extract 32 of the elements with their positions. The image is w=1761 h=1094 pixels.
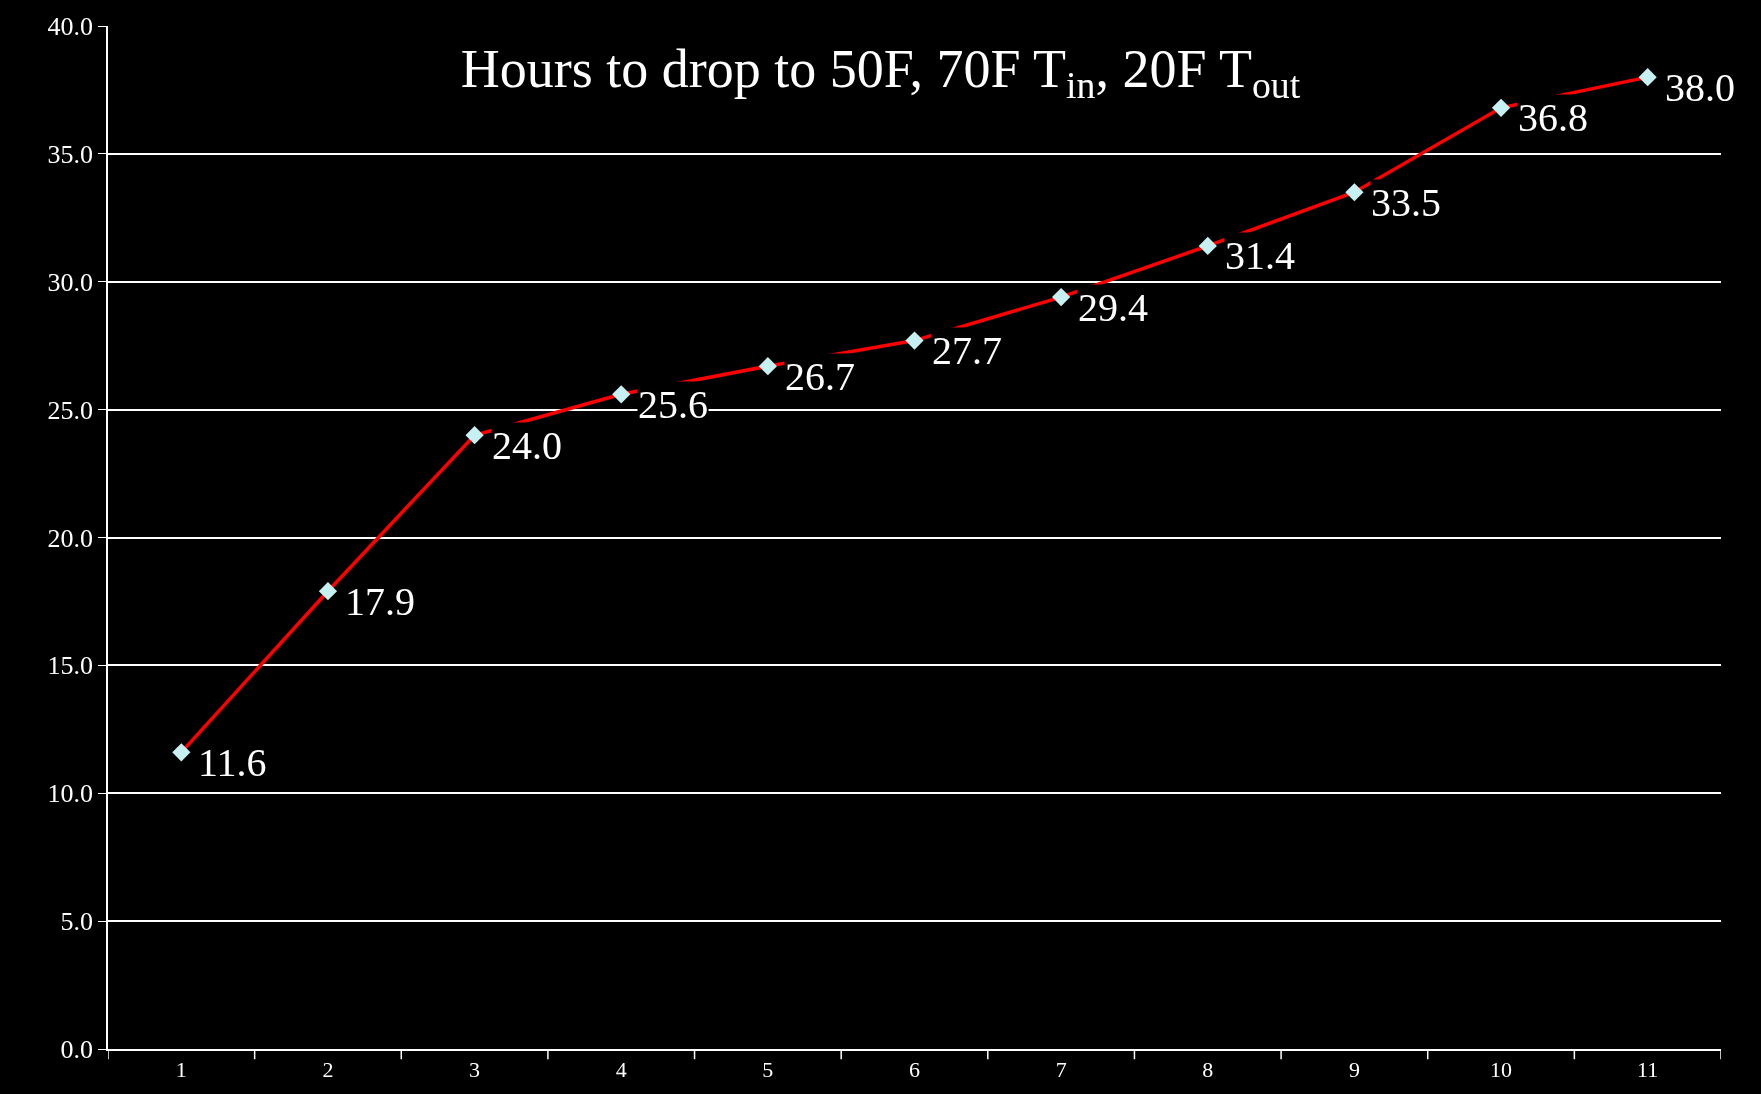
data-label: 17.9 xyxy=(345,579,415,624)
x-tick-label: 6 xyxy=(909,1057,920,1083)
x-tick-label: 2 xyxy=(322,1057,334,1083)
y-tick-label: 25.0 xyxy=(47,395,94,425)
x-tick-label: 10 xyxy=(1490,1057,1513,1083)
chart-title: Hours to drop to 50F, 70F T$_{in}$, 20F T$_{out}$ xyxy=(460,39,1301,107)
x-tick-label: 7 xyxy=(1055,1057,1067,1083)
data-label: 25.6 xyxy=(638,382,708,427)
data-label: 31.4 xyxy=(1225,233,1295,278)
y-tick-label: 40.0 xyxy=(47,12,94,42)
x-tick-label: 4 xyxy=(615,1057,627,1083)
data-label: 33.5 xyxy=(1371,180,1441,225)
data-label: 29.4 xyxy=(1078,285,1148,330)
y-tick-label: 15.0 xyxy=(47,651,94,681)
data-label: 26.7 xyxy=(785,354,855,399)
x-tick-label: 9 xyxy=(1348,1057,1360,1083)
x-tick-label: 1 xyxy=(175,1057,187,1083)
x-tick-label: 5 xyxy=(762,1057,774,1083)
y-tick-label: 30.0 xyxy=(47,267,94,297)
y-tick-label: 5.0 xyxy=(60,907,94,937)
data-label: 38.0 xyxy=(1665,65,1735,110)
y-tick-label: 20.0 xyxy=(47,523,94,553)
data-label: 11.6 xyxy=(198,740,267,785)
data-label: 24.0 xyxy=(492,423,562,468)
y-tick-label: 35.0 xyxy=(47,139,94,169)
x-tick-label: 11 xyxy=(1637,1057,1659,1083)
data-label: 36.8 xyxy=(1518,95,1588,140)
y-tick-label: 10.0 xyxy=(47,779,94,809)
data-label: 27.7 xyxy=(932,328,1002,373)
y-tick-label: 0.0 xyxy=(60,1035,94,1065)
x-tick-label: 8 xyxy=(1202,1057,1214,1083)
x-tick-label: 3 xyxy=(469,1057,481,1083)
